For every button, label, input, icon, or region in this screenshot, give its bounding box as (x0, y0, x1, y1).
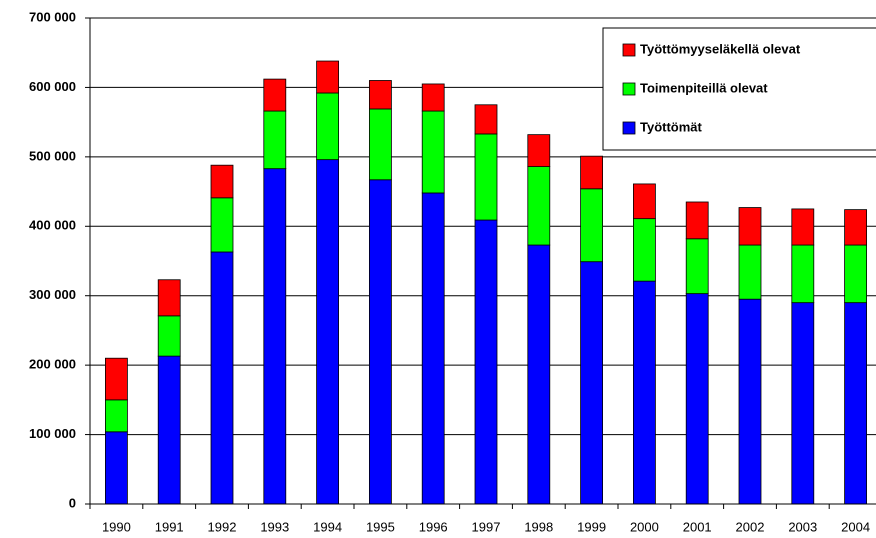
x-tick-label: 1999 (577, 519, 606, 534)
legend-swatch (622, 82, 636, 96)
bar-segment (263, 110, 287, 170)
bar-segment (580, 261, 603, 505)
bar-segment (791, 244, 815, 304)
x-tick-label: 1998 (524, 519, 553, 534)
legend-label: Työttömyyseläkellä olevat (640, 41, 801, 56)
y-tick-label: 300 000 (29, 287, 76, 302)
x-tick-label: 1996 (419, 519, 448, 534)
legend-label: Toimenpiteillä olevat (640, 80, 768, 95)
bar-segment (527, 134, 551, 167)
bar-segment (527, 244, 551, 505)
y-tick-label: 100 000 (29, 426, 76, 441)
bar-segment (685, 201, 709, 240)
x-tick-label: 1990 (102, 519, 131, 534)
y-tick-label: 700 000 (29, 9, 76, 24)
bar-segment (527, 166, 551, 246)
bar-segment (685, 293, 709, 505)
x-tick-label: 2004 (841, 519, 870, 534)
y-tick-label: 500 000 (29, 148, 76, 163)
bar-segment (421, 83, 445, 112)
bar-segment (633, 183, 656, 220)
bar-segment (633, 218, 656, 282)
bar-segment (368, 179, 392, 505)
bar-segment (316, 159, 340, 505)
bar-segment (210, 251, 234, 505)
bar-segment (210, 164, 234, 199)
bar-segment (368, 108, 392, 181)
y-tick-label: 600 000 (29, 79, 76, 94)
bar-segment (474, 133, 498, 221)
x-tick-label: 2003 (788, 519, 817, 534)
x-tick-label: 1991 (155, 519, 184, 534)
x-tick-label: 2002 (736, 519, 765, 534)
x-tick-label: 2001 (683, 519, 712, 534)
bar-segment (791, 208, 815, 246)
bar-segment (844, 244, 867, 304)
bar-segment (844, 209, 867, 246)
bar-segment (580, 155, 603, 190)
bar-segment (421, 192, 445, 505)
x-tick-label: 1992 (208, 519, 237, 534)
bar-segment (316, 92, 340, 161)
bar-segment (844, 302, 867, 505)
legend-swatch (622, 43, 636, 57)
bar-segment (474, 219, 498, 505)
bar-segment (157, 279, 181, 317)
bar-segment (157, 315, 181, 357)
x-tick-label: 1994 (313, 519, 342, 534)
bar-segment (738, 207, 762, 246)
bar-segment (474, 104, 498, 135)
x-tick-label: 1997 (472, 519, 501, 534)
bar-segment (580, 188, 603, 263)
bar-segment (316, 60, 340, 94)
x-tick-label: 2000 (630, 519, 659, 534)
bar-segment (738, 244, 762, 300)
bar-segment (685, 238, 709, 295)
x-tick-label: 1995 (366, 519, 395, 534)
x-tick-label: 1993 (260, 519, 289, 534)
bar-segment (105, 357, 128, 401)
bar-segment (368, 80, 392, 110)
y-tick-label: 200 000 (29, 357, 76, 372)
y-tick-label: 0 (69, 495, 76, 510)
legend-label: Työttömät (640, 119, 703, 134)
bar-segment (263, 168, 287, 505)
bar-segment (105, 431, 128, 505)
bar-segment (105, 399, 128, 433)
bar-segment (210, 197, 234, 253)
y-tick-label: 400 000 (29, 218, 76, 233)
bar-segment (738, 298, 762, 505)
legend-swatch (622, 121, 636, 135)
legend-box (602, 27, 876, 151)
bar-segment (263, 78, 287, 112)
bar-segment (633, 280, 656, 505)
bar-segment (421, 110, 445, 194)
bar-segment (157, 355, 181, 505)
bar-segment (791, 302, 815, 505)
